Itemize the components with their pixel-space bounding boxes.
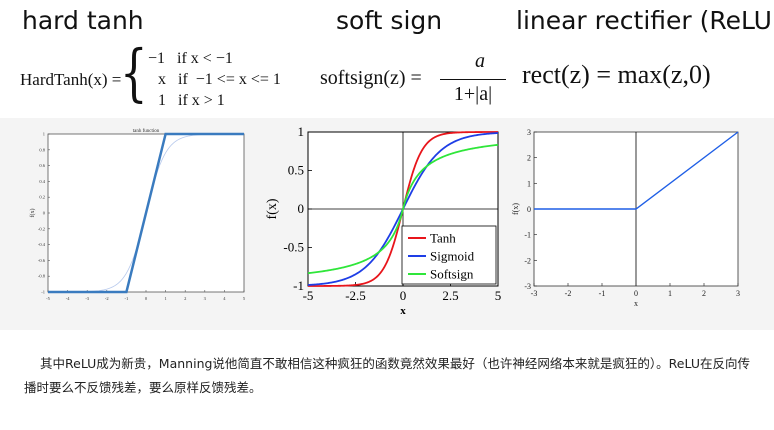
x-axis-label: x [400,305,406,317]
x-tick-label: 4 [223,296,226,301]
formula-hardtanh-case2: x if −1 <= x <= 1 [158,71,281,88]
y-tick-label: -0.6 [38,258,46,263]
x-tick-label: 5 [243,296,246,301]
chart-title: tanh function [133,129,160,134]
y-tick-label: 0 [298,201,305,216]
y-tick-label: 2 [527,154,531,163]
formula-hardtanh: HardTanh(x) = { −1 if x < −1 x if −1 <= … [20,42,310,112]
y-tick-label: 0 [527,205,531,214]
x-tick-label: 2 [184,296,186,301]
y-tick-label: -0.2 [38,226,45,231]
x-tick-label: 2.5 [442,288,458,303]
y-tick-label: 0.6 [39,163,45,168]
x-tick-label: 0 [400,288,407,303]
y-tick-label: 1 [43,132,45,137]
series-line-0 [48,132,244,294]
y-tick-label: 0.4 [39,179,45,184]
x-tick-label: 5 [495,288,502,303]
chart-hard-tanh: tanh function f(x) -5 -4 -3 -2 -1 0 1 2 3 4 5 -1 -0.8 -… [29,129,246,301]
y-tick-label: -3 [524,282,531,291]
y-tick-label: 3 [527,128,531,137]
y-tick-label: 0 [43,211,46,216]
legend-label-tanh: Tanh [430,231,456,246]
x-tick-label: 3 [736,289,740,298]
chart-relu: -3 -2 -1 0 1 2 3 -3 -2 -1 0 1 2 3 x f(x) [511,128,740,308]
y-axis-label: f(x) [511,203,520,215]
x-tick-label: 0 [145,296,148,301]
x-tick-label: -2 [565,289,572,298]
formula-fraction-bar [440,79,506,80]
formula-softsign-lhs: softsign(z) = [320,67,422,89]
x-tick-label: -1 [125,296,129,301]
x-tick-label: -3 [531,289,538,298]
y-tick-label: -1 [41,290,45,295]
chart-softsign: -5 -2.5 0 2.5 5 -1 -0.5 0 0.5 1 x f(x) Tanh Sigmoid So… [265,124,502,317]
heading-relu: linear rectifier (ReLU) [516,6,774,35]
y-axis-label: f(x) [265,198,280,219]
x-tick-label: -4 [66,296,70,301]
formula-hardtanh-case1: −1 if x < −1 [148,50,233,67]
y-tick-label: 1 [298,124,305,139]
formula-hardtanh-lhs: HardTanh(x) = [20,70,122,89]
x-tick-label: -3 [85,296,89,301]
y-tick-label: -1 [524,231,531,240]
series-line-softsign [307,143,499,275]
y-tick-label: -0.4 [38,242,46,247]
x-tick-label: -1 [599,289,606,298]
legend-label-sigmoid: Sigmoid [430,249,475,264]
y-tick-label: 0.5 [288,163,304,178]
x-tick-label: 3 [204,296,207,301]
y-tick-label: -0.5 [283,240,304,255]
formula-brace: { [120,36,148,109]
heading-hard-tanh: hard tanh [22,6,144,35]
formula-softsign-numerator: a [475,50,485,72]
y-tick-label: 0.2 [39,195,45,200]
y-tick-label: -2 [524,256,531,265]
caption-text: 其中ReLU成为新贵，Manning说他简直不敢相信这种疯狂的函数竟然效果最好（… [24,356,750,395]
y-tick-label: -0.8 [38,274,46,279]
x-tick-label: -2.5 [345,288,366,303]
formula-hardtanh-case3: 1 if x > 1 [158,92,225,109]
formula-relu: rect(z) = max(z,0) [522,60,711,89]
x-tick-label: 1 [164,296,166,301]
x-axis-label: x [634,299,638,308]
y-tick-label: 1 [527,179,531,188]
x-tick-label: -5 [46,296,50,301]
x-tick-label: 0 [634,289,638,298]
x-tick-label: -2 [105,296,109,301]
x-tick-label: -5 [303,288,314,303]
heading-soft-sign: soft sign [336,6,443,35]
series-line-0 [534,131,739,210]
x-tick-label: 2 [702,289,706,298]
y-tick-label: -1 [293,278,304,293]
y-tick-label: 0.8 [39,147,45,152]
x-tick-label: 1 [668,289,672,298]
formula-softsign: softsign(z) = a 1+|a| [320,50,506,112]
y-axis-label: f(x) [29,209,36,218]
formula-softsign-denominator: 1+|a| [453,83,493,105]
legend-label-softsign: Softsign [430,267,474,282]
